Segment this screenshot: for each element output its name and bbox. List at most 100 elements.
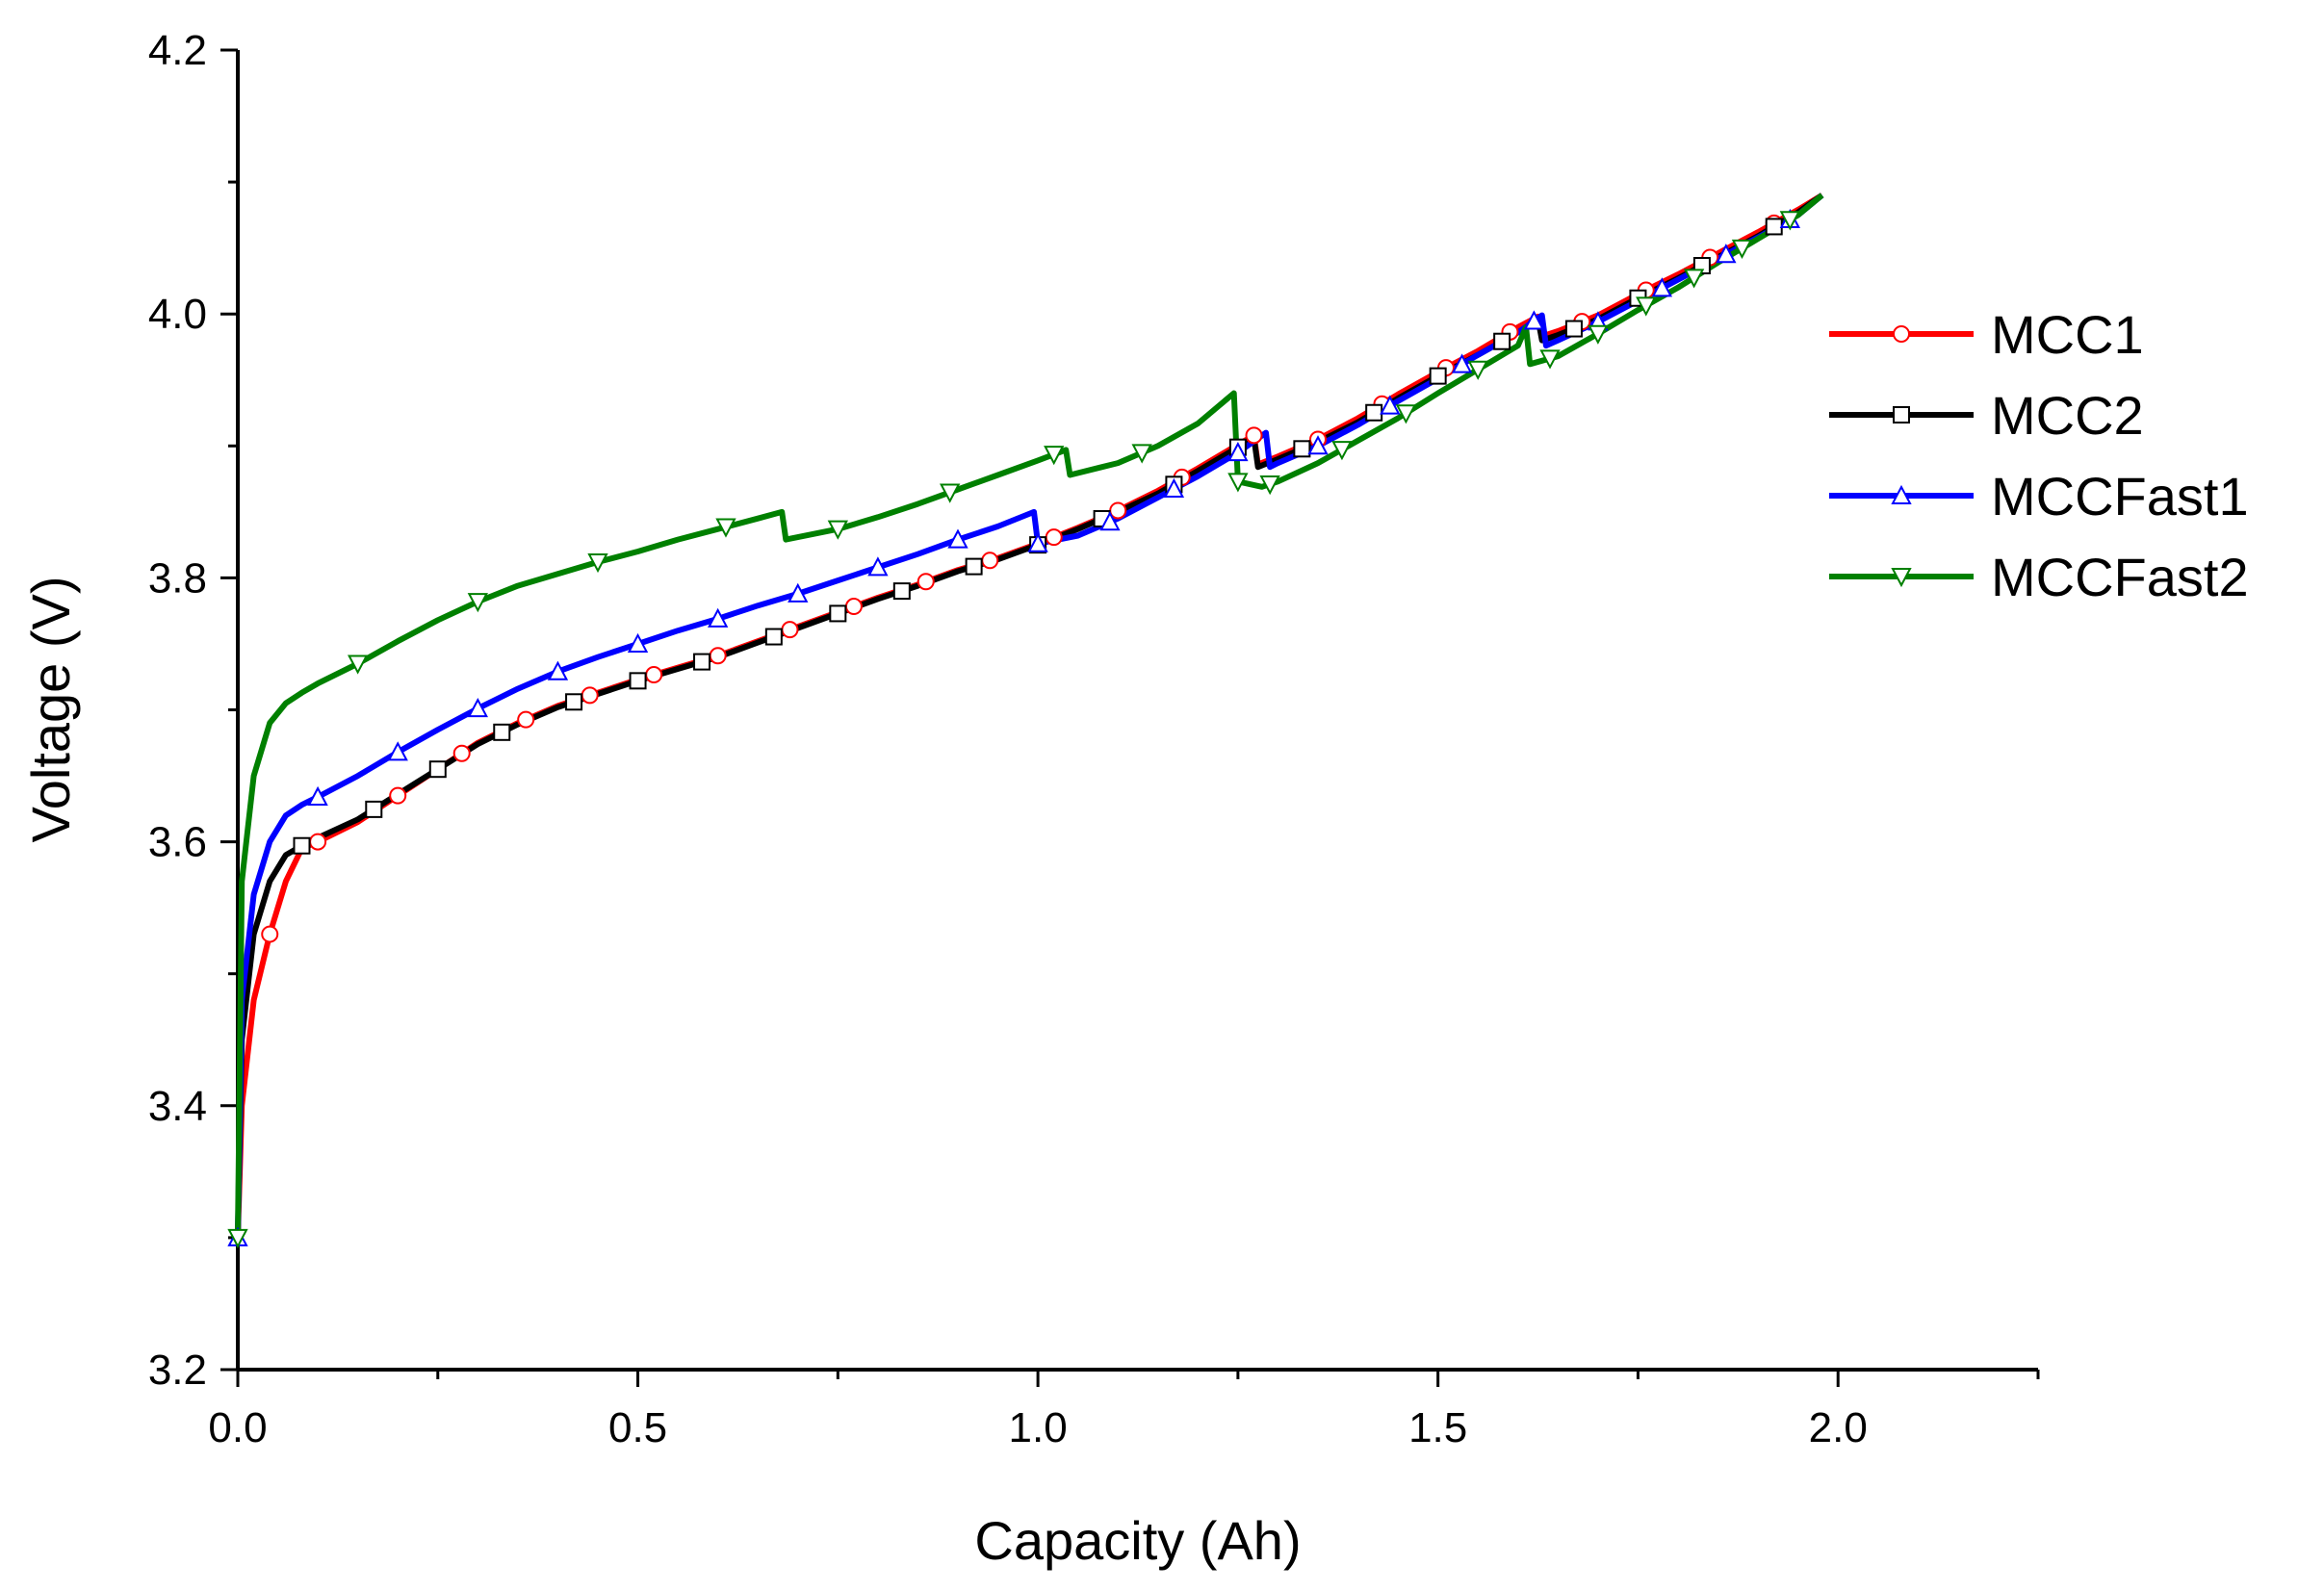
y-tick-label: 4.0 xyxy=(148,291,207,338)
series-marker-mccfast1 xyxy=(1027,532,1048,552)
legend-label-mcc2: MCC2 xyxy=(1991,385,2144,446)
legend-marker-mccfast2 xyxy=(1891,568,1912,588)
series-marker-mcc2 xyxy=(829,604,847,623)
series-marker-mccfast1 xyxy=(307,785,328,806)
y-tick-label: 3.2 xyxy=(148,1347,207,1394)
series-marker-mcc1 xyxy=(389,786,407,805)
series-marker-mcc1 xyxy=(309,833,327,851)
legend-label-mcc1: MCC1 xyxy=(1991,304,2144,365)
series-marker-mccfast1 xyxy=(1651,277,1673,297)
series-marker-mcc2 xyxy=(1429,367,1447,385)
series-marker-mccfast1 xyxy=(708,607,729,628)
series-marker-mccfast2 xyxy=(1636,296,1657,317)
series-marker-mccfast2 xyxy=(1539,349,1561,370)
series-marker-mccfast2 xyxy=(1779,211,1801,231)
series-marker-mcc1 xyxy=(645,666,663,684)
series-marker-mcc2 xyxy=(965,557,983,576)
series-line-mccfast2 xyxy=(235,192,1824,1238)
series-marker-mccfast2 xyxy=(1467,360,1488,380)
series-marker-mccfast1 xyxy=(387,741,408,761)
legend-marker-mcc1 xyxy=(1893,325,1910,343)
series-marker-mcc2 xyxy=(1293,440,1311,458)
series-marker-mccfast2 xyxy=(1044,446,1065,466)
series-marker-mccfast1 xyxy=(1716,244,1737,264)
series-marker-mcc1 xyxy=(981,552,999,570)
x-tick-label: 0.0 xyxy=(208,1404,267,1451)
series-marker-mccfast1 xyxy=(788,582,809,603)
series-marker-mccfast2 xyxy=(1683,269,1705,289)
series-marker-mccfast2 xyxy=(587,552,608,574)
series-marker-mcc1 xyxy=(917,573,935,591)
series-marker-mcc2 xyxy=(428,760,447,779)
legend-label-mccfast1: MCCFast1 xyxy=(1991,466,2249,526)
series-marker-mccfast2 xyxy=(348,654,369,675)
series-marker-mccfast2 xyxy=(467,593,488,613)
series-marker-mccfast1 xyxy=(1163,477,1185,498)
series-marker-mccfast1 xyxy=(1099,511,1121,531)
series-marker-mcc2 xyxy=(1365,403,1383,422)
tick-marks xyxy=(220,48,2040,1387)
y-axis-title: Voltage (V) xyxy=(20,576,81,842)
series-marker-mcc2 xyxy=(365,800,383,818)
series-marker-mcc2 xyxy=(1765,218,1783,236)
series-marker-mccfast1 xyxy=(1451,353,1473,373)
series-marker-mcc1 xyxy=(261,925,279,943)
series-marker-mcc2 xyxy=(693,653,711,671)
series-marker-mcc2 xyxy=(293,836,311,855)
series-marker-mcc1 xyxy=(1109,501,1127,520)
series-marker-mccfast1 xyxy=(547,660,569,680)
series-marker-mcc1 xyxy=(1045,528,1063,547)
y-tick-label: 3.4 xyxy=(148,1083,207,1130)
series-marker-mcc2 xyxy=(1493,332,1511,350)
series-marker-mcc1 xyxy=(581,686,599,705)
series-marker-mcc1 xyxy=(1245,426,1263,445)
series-marker-mcc1 xyxy=(452,744,471,762)
series-marker-mccfast1 xyxy=(867,556,889,577)
y-tick-label: 3.8 xyxy=(148,554,207,602)
series-marker-mcc1 xyxy=(517,710,535,729)
series-marker-mcc2 xyxy=(892,582,911,601)
series-marker-mccfast2 xyxy=(940,483,961,503)
series-marker-mccfast1 xyxy=(1227,442,1249,462)
series-marker-mccfast1 xyxy=(1307,435,1329,455)
series-marker-mcc2 xyxy=(1564,320,1583,338)
legend-label-mccfast2: MCCFast2 xyxy=(1991,547,2249,607)
series-marker-mccfast2 xyxy=(1395,404,1417,424)
x-tick-label: 1.0 xyxy=(1009,1404,1068,1451)
y-tick-label: 3.6 xyxy=(148,819,207,866)
series-marker-mccfast1 xyxy=(467,697,488,718)
series-marker-mcc1 xyxy=(709,647,727,665)
series-marker-mccfast2 xyxy=(1259,475,1280,496)
series-marker-mcc2 xyxy=(565,693,583,711)
series-marker-mccfast1 xyxy=(627,632,649,653)
axes xyxy=(236,50,2038,1372)
series-marker-mccfast1 xyxy=(1380,395,1401,415)
series-marker-mcc2 xyxy=(764,628,783,646)
y-tick-label: 4.2 xyxy=(148,27,207,74)
tick-labels: 0.0 0.5 1.0 1.5 2.0 3.2 3.4 3.6 3.8 4.0 4.2 xyxy=(148,27,1868,1451)
series-marker-mccfast2 xyxy=(1227,473,1249,493)
series-marker-mccfast2 xyxy=(827,520,848,540)
series-marker-mccfast1 xyxy=(1523,310,1545,330)
series-marker-mccfast2 xyxy=(1131,444,1152,464)
series-marker-mcc1 xyxy=(844,598,863,616)
series-marker-mcc2 xyxy=(493,723,511,741)
x-tick-label: 0.5 xyxy=(608,1404,667,1451)
series-marker-mccfast2 xyxy=(1588,324,1609,345)
series-marker-mcc1 xyxy=(781,621,799,639)
x-tick-label: 1.5 xyxy=(1408,1404,1467,1451)
series-marker-mccfast2 xyxy=(1331,441,1353,461)
series-marker-mccfast2 xyxy=(1731,239,1753,260)
x-tick-label: 2.0 xyxy=(1809,1404,1868,1451)
series-marker-mcc2 xyxy=(629,672,647,690)
series-markers xyxy=(227,208,1801,1249)
series-marker-mccfast2 xyxy=(715,518,736,538)
legend-marker-mcc2 xyxy=(1893,406,1910,423)
legend-marker-mccfast1 xyxy=(1891,484,1912,504)
x-axis-title: Capacity (Ah) xyxy=(974,1510,1301,1571)
series-line-mccfast1 xyxy=(235,192,1824,1238)
series-marker-mccfast2 xyxy=(227,1228,248,1249)
series-marker-mccfast1 xyxy=(947,528,968,549)
legend: MCC1 MCC2 MCCFast1 MCCFast2 xyxy=(1829,304,2249,607)
